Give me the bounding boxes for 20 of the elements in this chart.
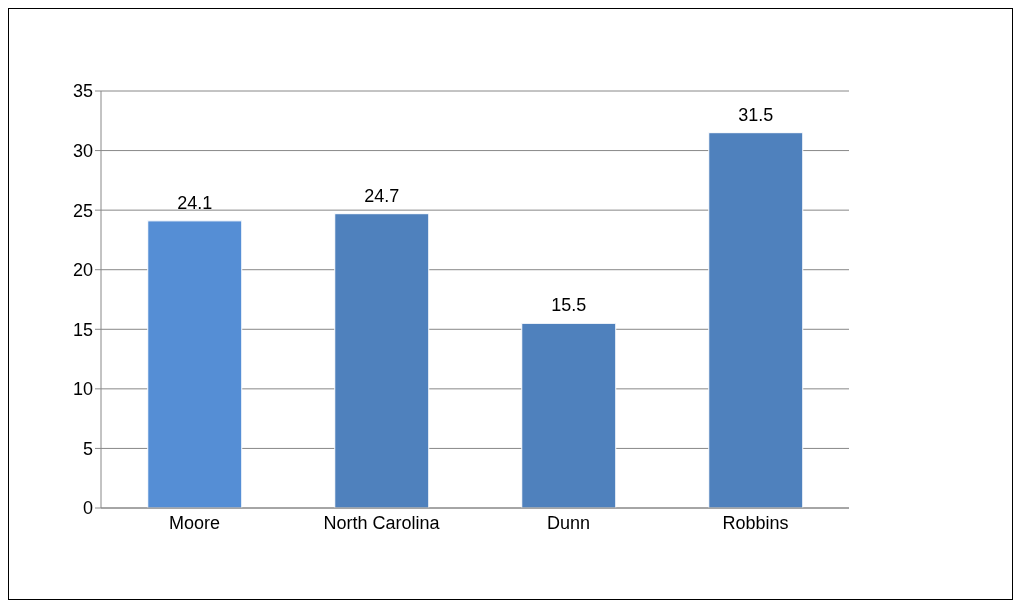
data-label: 24.1 bbox=[177, 192, 213, 213]
bar bbox=[147, 220, 243, 508]
y-tick-label: 5 bbox=[82, 438, 93, 459]
data-label: 24.7 bbox=[364, 185, 400, 206]
bar bbox=[708, 132, 804, 508]
x-tick-label: Dunn bbox=[546, 512, 591, 533]
y-tick-label: 10 bbox=[72, 379, 93, 400]
y-tick-label: 30 bbox=[72, 140, 93, 161]
y-tick-label: 20 bbox=[72, 260, 93, 281]
x-tick-label: North Carolina bbox=[323, 512, 441, 533]
y-tick-label: 15 bbox=[72, 319, 93, 340]
y-tick-label: 0 bbox=[82, 498, 93, 519]
bar bbox=[521, 322, 617, 508]
y-tick-label: 35 bbox=[72, 81, 93, 102]
data-label: 15.5 bbox=[551, 295, 587, 316]
bar bbox=[334, 213, 430, 508]
x-tick-label: Robbins bbox=[722, 512, 789, 533]
y-tick-label: 25 bbox=[72, 200, 93, 221]
data-label: 31.5 bbox=[738, 104, 774, 125]
x-tick-label: Moore bbox=[168, 512, 221, 533]
